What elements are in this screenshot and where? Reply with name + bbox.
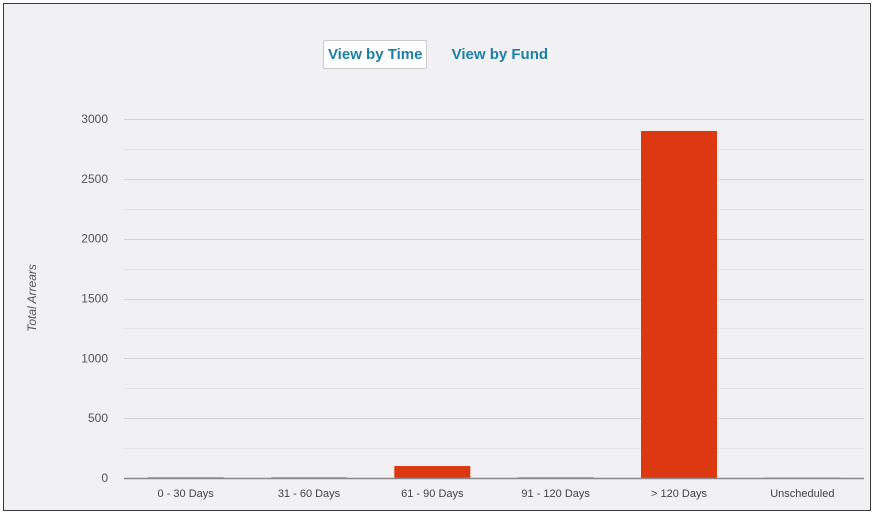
x-tick-label: 31 - 60 Days <box>278 488 341 500</box>
bar <box>271 477 347 478</box>
view-by-time-button[interactable]: View by Time <box>322 40 428 69</box>
x-tick-label: 0 - 30 Days <box>158 488 215 500</box>
y-tick-label: 500 <box>88 411 108 425</box>
x-tick-label: 91 - 120 Days <box>521 488 590 500</box>
y-tick-label: 1500 <box>81 292 108 306</box>
bar <box>517 477 594 478</box>
x-tick-label: > 120 Days <box>651 488 707 500</box>
y-axis-title: Total Arrears <box>25 264 39 332</box>
y-tick-label: 1000 <box>81 351 108 365</box>
bar <box>641 130 717 478</box>
view-by-fund-button[interactable]: View by Fund <box>451 46 549 63</box>
y-tick-label: 3000 <box>81 112 108 126</box>
bar <box>147 477 224 478</box>
x-axis-labels: 0 - 30 Days 31 - 60 Days 61 - 90 Days 91 - … <box>158 488 835 500</box>
view-toggle: View by Time View by Fund <box>0 40 875 69</box>
bar <box>394 466 471 478</box>
y-tick-label: 0 <box>101 471 108 485</box>
x-tick-label: Unscheduled <box>770 488 834 500</box>
chart-panel <box>3 3 871 511</box>
grid-lines <box>124 119 864 449</box>
y-tick-label: 2000 <box>81 232 108 246</box>
y-tick-label: 2500 <box>81 172 108 186</box>
bars <box>147 130 841 478</box>
x-tick-label: 61 - 90 Days <box>401 488 464 500</box>
y-axis-ticks: 0 500 1000 1500 2000 2500 3000 <box>81 112 108 485</box>
